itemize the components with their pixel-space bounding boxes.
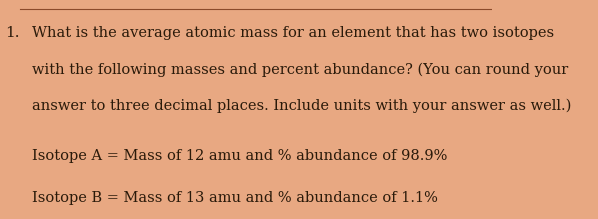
Text: Isotope B = Mass of 13 amu and % abundance of 1.1%: Isotope B = Mass of 13 amu and % abundan… xyxy=(32,191,438,205)
Text: Isotope A = Mass of 12 amu and % abundance of 98.9%: Isotope A = Mass of 12 amu and % abundan… xyxy=(32,149,447,163)
Text: with the following masses and percent abundance? (You can round your: with the following masses and percent ab… xyxy=(32,62,568,77)
Text: What is the average atomic mass for an element that has two isotopes: What is the average atomic mass for an e… xyxy=(32,26,554,40)
Text: answer to three decimal places. Include units with your answer as well.): answer to three decimal places. Include … xyxy=(32,99,571,113)
Text: 1.: 1. xyxy=(5,26,19,40)
